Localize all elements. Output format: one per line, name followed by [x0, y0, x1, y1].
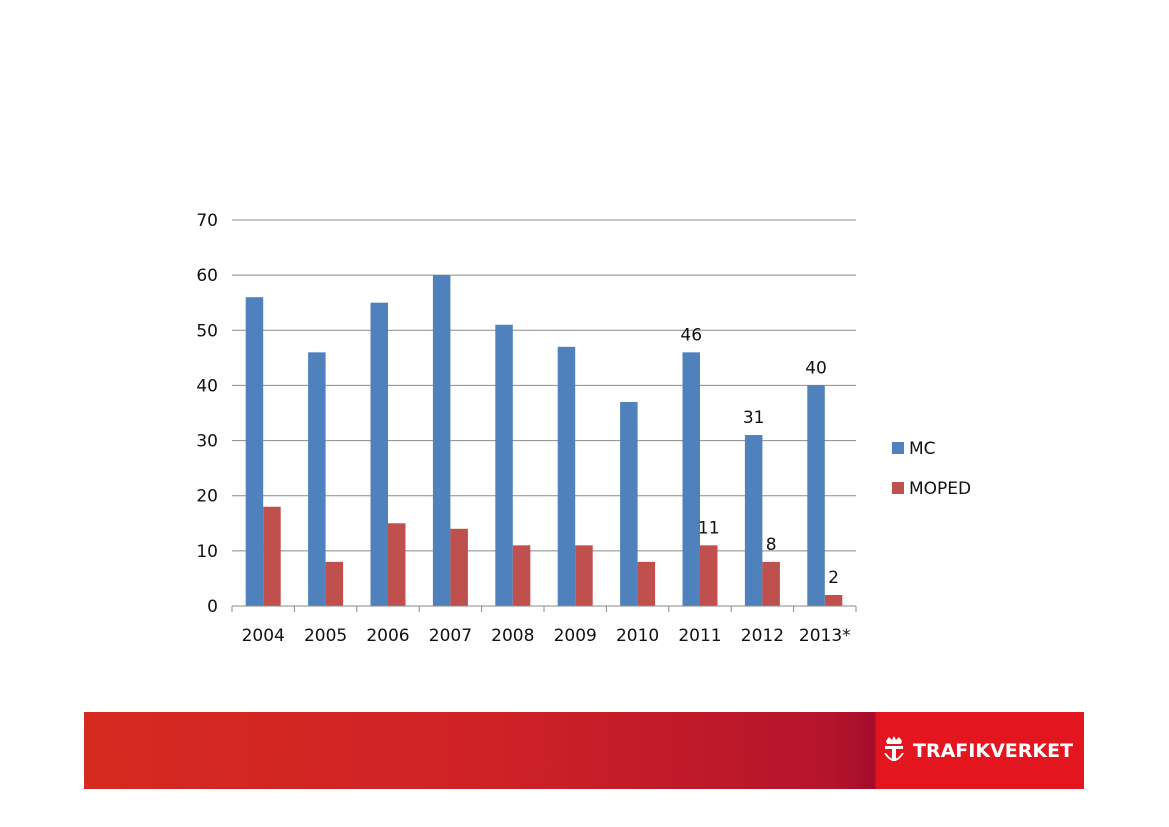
bar-mc-2007	[432, 275, 451, 606]
bar-mc-2009	[557, 346, 576, 606]
legend: MC MOPED	[892, 439, 971, 499]
bar-moped-2004	[263, 506, 281, 606]
bar-moped-2005	[325, 561, 344, 606]
y-tick-label: 40	[196, 376, 218, 396]
x-tick-label: 2004	[242, 626, 285, 646]
footer-band	[84, 712, 1084, 789]
bar-moped-2012	[762, 561, 780, 606]
logo-text: TRAFIKVERKET	[913, 740, 1074, 762]
y-tick-labels: 0 10 20 30 40 50 60 70	[196, 211, 218, 617]
y-tick-label: 20	[196, 487, 218, 507]
y-tick-label: 70	[196, 211, 218, 231]
axes	[231, 605, 857, 612]
y-tick-label: 10	[196, 542, 218, 562]
x-tick-label: 2012	[741, 626, 784, 646]
bar-mc-2006	[370, 302, 388, 606]
bar-moped-2011	[700, 545, 718, 606]
bar-moped-2006	[388, 523, 406, 606]
legend-swatch-moped	[892, 482, 904, 494]
legend-swatch-mc	[892, 442, 904, 454]
bar-mc-2005	[308, 352, 326, 606]
bar-moped-2007	[450, 528, 468, 606]
x-tick-label: 2006	[366, 626, 409, 646]
y-tick-label: 50	[196, 321, 218, 341]
data-label: 2	[828, 568, 839, 588]
x-tick-label: 2011	[678, 626, 721, 646]
bar-chart: 0 10 20 30 40 50 60 70 2004 2005 2006 2007 2008 2009…	[196, 211, 971, 646]
bar-mc-2004	[245, 297, 264, 606]
trafikverket-logo: TRAFIKVERKET	[881, 733, 1073, 769]
data-label: 46	[680, 325, 702, 345]
crown-t-icon	[884, 736, 904, 761]
x-tick-label: 2010	[616, 626, 659, 646]
bar-mc-2011	[682, 352, 700, 606]
x-tick-label: 2005	[304, 626, 347, 646]
y-tick-label: 0	[207, 597, 218, 617]
legend-label-mc: MC	[909, 439, 936, 459]
bar-mc-2012	[744, 435, 763, 606]
data-label: 8	[766, 535, 777, 555]
data-label: 31	[743, 408, 765, 428]
x-tick-labels: 2004 2005 2006 2007 2008 2009 2010 2011 2012 2013…	[242, 626, 851, 646]
bar-mc-2010	[620, 401, 638, 606]
x-tick-label: 2009	[554, 626, 597, 646]
x-tick-label: 2008	[491, 626, 534, 646]
bar-mc-2013*	[807, 385, 825, 606]
bar-moped-2009	[575, 545, 593, 606]
data-label: 40	[805, 358, 827, 378]
data-labels: 46 31 40 11 8 2	[680, 325, 839, 588]
y-tick-label: 60	[196, 266, 218, 286]
gridlines	[232, 219, 856, 552]
bars	[245, 275, 843, 606]
y-tick-label: 30	[196, 432, 218, 452]
bar-moped-2013*	[824, 594, 843, 606]
bar-moped-2008	[512, 545, 531, 606]
bar-mc-2008	[495, 324, 513, 606]
x-tick-label: 2013*	[799, 626, 851, 646]
x-tick-label: 2007	[429, 626, 472, 646]
bar-moped-2010	[637, 561, 656, 606]
data-label: 11	[698, 518, 720, 538]
legend-label-moped: MOPED	[909, 479, 971, 499]
